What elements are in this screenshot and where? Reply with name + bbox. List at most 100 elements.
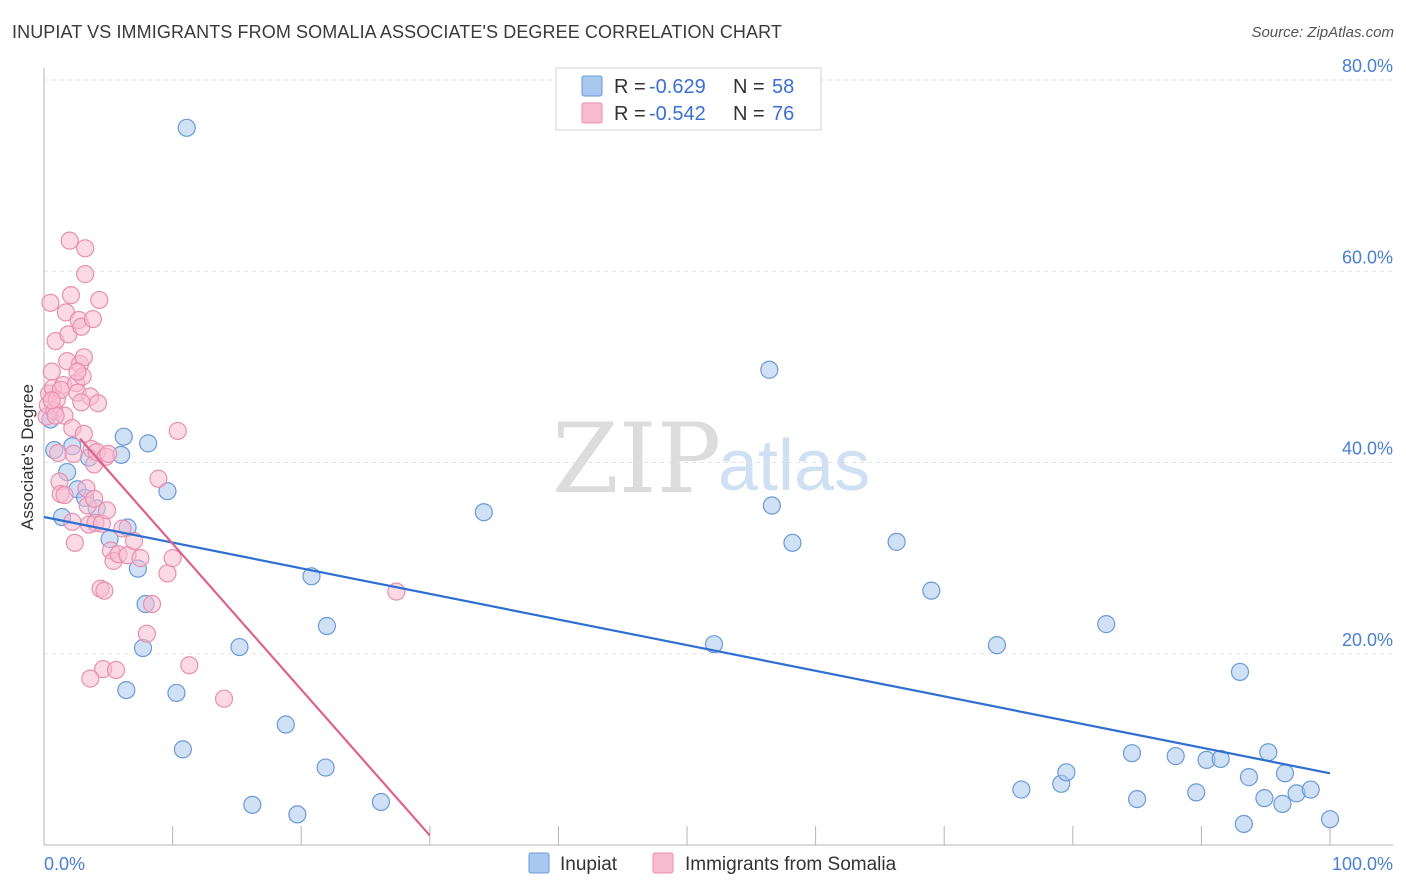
stats-legend: R = -0.629 N = 58 R = -0.542 N = 76 bbox=[555, 67, 822, 131]
inupiat-point bbox=[1127, 789, 1147, 809]
y-tick-label: 80.0% bbox=[1342, 56, 1393, 76]
inupiat-point bbox=[783, 533, 802, 552]
somalia-point bbox=[163, 549, 182, 568]
somalia-point bbox=[76, 265, 95, 284]
inupiat-trend-line bbox=[43, 515, 1331, 775]
somalia-point bbox=[85, 489, 104, 508]
inupiat-point bbox=[1275, 764, 1295, 783]
inupiat-point bbox=[1057, 763, 1076, 782]
legend-inupiat-label: Inupiat bbox=[560, 854, 618, 875]
somalia-point bbox=[214, 689, 234, 708]
inupiat-point bbox=[1259, 743, 1278, 762]
somalia-point bbox=[42, 391, 61, 410]
somalia-point bbox=[142, 594, 162, 614]
somalia-point bbox=[68, 362, 87, 381]
source-credit: Source: ZipAtlas.com bbox=[1251, 24, 1394, 41]
legend-somalia-label: Immigrants from Somalia bbox=[685, 854, 897, 875]
somalia-point bbox=[149, 469, 168, 488]
inupiat-swatch bbox=[581, 75, 603, 97]
inupiat-point bbox=[177, 118, 196, 137]
inupiat-point bbox=[139, 434, 158, 453]
inupiat-point bbox=[987, 636, 1007, 655]
x-tick-label-max: 100.0% bbox=[1332, 854, 1393, 874]
inupiat-point bbox=[1166, 746, 1185, 766]
legend-somalia-swatch bbox=[652, 852, 674, 874]
somalia-point bbox=[49, 443, 68, 463]
inupiat-point bbox=[1301, 780, 1320, 799]
inupiat-point bbox=[887, 532, 906, 551]
somalia-point bbox=[106, 660, 126, 680]
inupiat-point bbox=[760, 360, 779, 379]
inupiat-point bbox=[762, 496, 781, 515]
inupiat-point bbox=[1234, 814, 1253, 834]
somalia-point bbox=[83, 309, 102, 329]
inupiat-point bbox=[114, 427, 133, 446]
inupiat-point bbox=[288, 805, 307, 824]
y-axis-label: Associate's Degree bbox=[18, 384, 37, 530]
chart-title: INUPIAT VS IMMIGRANTS FROM SOMALIA ASSOC… bbox=[12, 22, 782, 42]
somalia-point bbox=[76, 239, 95, 258]
series-legend: Inupiat Immigrants from Somalia bbox=[528, 852, 897, 875]
somalia-point bbox=[158, 564, 177, 583]
inupiat-point bbox=[1187, 783, 1206, 802]
inupiat-point bbox=[704, 635, 724, 654]
inupiat-point bbox=[173, 740, 192, 759]
inupiat-n-label: N = bbox=[733, 76, 765, 98]
inupiat-point bbox=[1097, 615, 1116, 634]
somalia-point bbox=[180, 656, 199, 675]
axes bbox=[43, 68, 1393, 846]
inupiat-point bbox=[276, 715, 295, 734]
inupiat-point bbox=[317, 616, 337, 636]
somalia-point bbox=[74, 424, 93, 443]
y-tick-label: 40.0% bbox=[1342, 439, 1393, 459]
inupiat-point bbox=[1239, 768, 1259, 787]
somalia-point bbox=[61, 286, 81, 305]
x-tick-labels: 0.0% 100.0% bbox=[44, 854, 1393, 874]
somalia-point bbox=[42, 362, 61, 381]
somalia-trend-line bbox=[79, 437, 431, 837]
y-tick-labels: 20.0% 40.0% 60.0% 80.0% bbox=[1342, 56, 1393, 650]
inupiat-point bbox=[1122, 744, 1142, 763]
somalia-point bbox=[64, 444, 83, 463]
inupiat-point bbox=[1273, 794, 1292, 813]
somalia-point bbox=[99, 444, 118, 463]
inupiat-point bbox=[1230, 662, 1250, 682]
somalia-point bbox=[131, 549, 150, 568]
somalia-point bbox=[72, 393, 91, 412]
somalia-points bbox=[37, 231, 406, 708]
y-tick-label: 20.0% bbox=[1342, 630, 1393, 650]
x-ticks bbox=[172, 826, 1331, 845]
inupiat-r-label: R = bbox=[614, 76, 646, 98]
somalia-point bbox=[88, 394, 108, 413]
inupiat-point bbox=[316, 758, 335, 777]
somalia-point bbox=[95, 581, 114, 600]
inupiat-n-value: 58 bbox=[772, 76, 794, 98]
inupiat-point bbox=[474, 503, 493, 522]
somalia-r-label: R = bbox=[614, 103, 646, 125]
inupiat-point bbox=[1255, 789, 1274, 808]
somalia-point bbox=[81, 669, 100, 688]
watermark-zip: ZIP bbox=[552, 403, 721, 515]
inupiat-point bbox=[243, 795, 262, 814]
inupiat-point bbox=[117, 680, 136, 700]
somalia-point bbox=[55, 485, 74, 505]
somalia-point bbox=[41, 293, 60, 312]
trend-lines bbox=[43, 437, 1331, 837]
somalia-point bbox=[97, 501, 117, 520]
x-tick-label-min: 0.0% bbox=[44, 854, 85, 874]
legend-inupiat-swatch bbox=[528, 852, 550, 874]
inupiat-point bbox=[158, 482, 177, 501]
y-tick-label: 60.0% bbox=[1342, 247, 1393, 267]
somalia-r-value: -0.542 bbox=[649, 103, 706, 125]
inupiat-point bbox=[922, 581, 941, 600]
inupiat-point bbox=[230, 637, 249, 657]
somalia-point bbox=[65, 533, 84, 552]
inupiat-point bbox=[371, 792, 391, 812]
inupiat-r-value: -0.629 bbox=[649, 76, 706, 98]
somalia-n-label: N = bbox=[733, 103, 765, 125]
somalia-point bbox=[60, 231, 79, 250]
somalia-point bbox=[137, 624, 156, 643]
watermark-atlas: atlas bbox=[718, 426, 870, 506]
somalia-n-value: 76 bbox=[772, 103, 794, 125]
